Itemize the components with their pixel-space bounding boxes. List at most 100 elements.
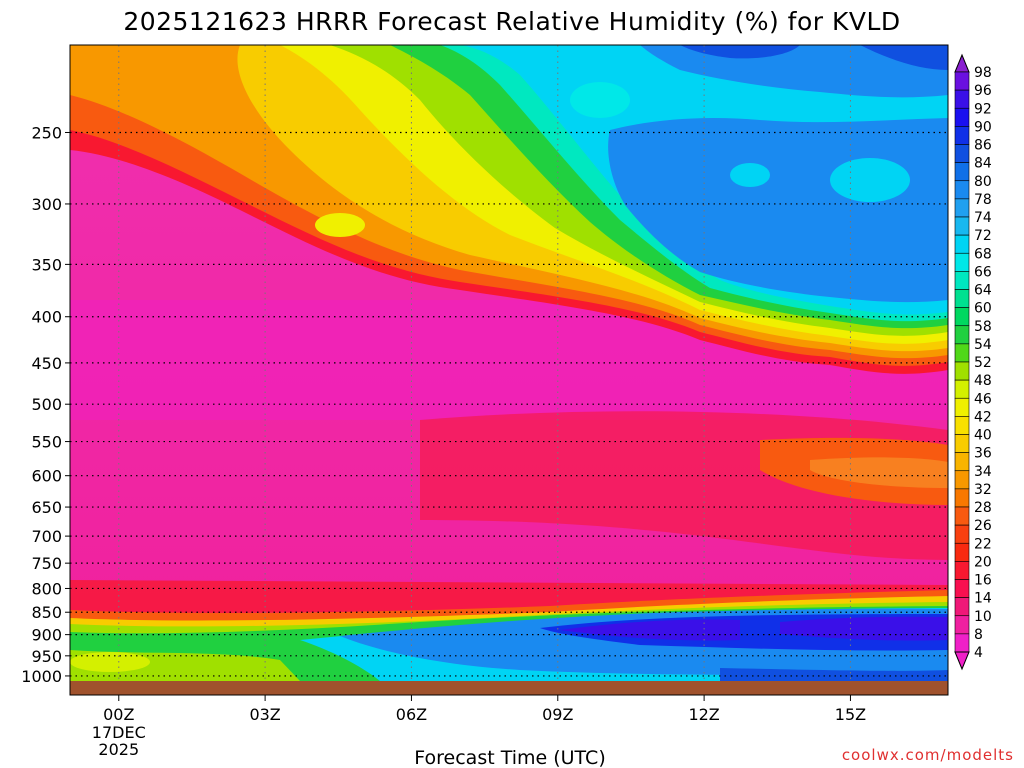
y-tick-label: 600: [31, 467, 62, 486]
chart-title: 2025121623 HRRR Forecast Relative Humidi…: [123, 7, 900, 36]
x-tick-sublabel: 17DEC: [92, 723, 146, 742]
colorbar-swatch: [954, 416, 970, 435]
colorbar-label: 68: [974, 246, 992, 262]
colorbar-swatch: [954, 561, 970, 580]
colorbar-label: 72: [974, 228, 992, 244]
colorbar-swatch: [954, 379, 970, 399]
colorbar-swatch: [954, 452, 970, 472]
colorbar-top-arrow: [954, 53, 970, 73]
colorbar-swatch: [954, 325, 970, 345]
x-tick-label: 03Z: [249, 705, 280, 724]
colorbar-swatch: [954, 107, 970, 127]
colorbar-label: 66: [974, 264, 992, 280]
y-tick-label: 900: [31, 626, 62, 645]
y-tick-label: 300: [31, 195, 62, 214]
ground-fill: [70, 681, 948, 695]
y-tick-label: 350: [31, 255, 62, 274]
y-tick-label: 750: [31, 554, 62, 573]
colorbar-label: 32: [974, 482, 992, 498]
colorbar-label: 52: [974, 355, 992, 371]
colorbar-label: 58: [974, 319, 992, 335]
colorbar-swatch: [954, 615, 970, 635]
y-tick-label: 450: [31, 354, 62, 373]
credit-text: coolwx.com/modelts: [842, 746, 1014, 764]
rh-field: [70, 45, 948, 681]
colorbar-swatch: [954, 271, 970, 290]
colorbar-label: 96: [974, 83, 992, 99]
colorbar-swatch: [954, 542, 970, 562]
colorbar: 9896929086848078747268666460585452484642…: [954, 53, 992, 671]
x-tick-label: 00Z: [103, 705, 134, 724]
colorbar-swatch: [954, 488, 970, 508]
colorbar-swatch: [954, 597, 970, 617]
colorbar-swatch: [954, 126, 970, 145]
colorbar-label: 22: [974, 536, 992, 552]
y-tick-label: 550: [31, 433, 62, 452]
colorbar-label: 20: [974, 554, 992, 570]
x-tick-label: 09Z: [542, 705, 573, 724]
colorbar-label: 16: [974, 573, 992, 589]
colorbar-swatch: [954, 397, 970, 417]
y-tick-label: 850: [31, 603, 62, 622]
colorbar-swatch: [954, 234, 970, 254]
colorbar-label: 92: [974, 101, 992, 117]
colorbar-label: 26: [974, 518, 992, 534]
colorbar-swatch: [954, 216, 970, 236]
colorbar-label: 98: [974, 65, 992, 81]
y-tick-label: 250: [31, 123, 62, 142]
x-tick-label: 12Z: [688, 705, 719, 724]
colorbar-label: 8: [974, 627, 983, 643]
colorbar-swatch: [954, 252, 970, 272]
y-axis-ticks: 250 300 350 400 450 500 550 600 650 700 750 800 850 9…: [21, 123, 70, 686]
y-tick-label: 700: [31, 527, 62, 546]
colorbar-swatch: [954, 343, 970, 363]
y-tick-label: 800: [31, 579, 62, 598]
y-tick-label: 500: [31, 395, 62, 414]
colorbar-swatch: [954, 506, 970, 526]
x-tick-label: 15Z: [835, 705, 866, 724]
colorbar-label: 90: [974, 119, 992, 135]
colorbar-label: 86: [974, 138, 992, 154]
colorbar-swatch: [954, 144, 970, 163]
plot-frame: [69, 44, 949, 696]
colorbar-swatch: [954, 470, 970, 490]
y-tick-label: 400: [31, 308, 62, 327]
colorbar-label: 54: [974, 337, 992, 353]
grid: [70, 45, 948, 681]
y-tick-label: 1000: [21, 667, 62, 686]
colorbar-label: 48: [974, 373, 992, 389]
colorbar-bottom-arrow: [954, 651, 970, 671]
colorbar-swatch: [954, 198, 970, 218]
colorbar-label: 34: [974, 464, 992, 480]
y-tick-label: 650: [31, 498, 62, 517]
colorbar-swatch: [954, 434, 970, 453]
colorbar-swatch: [954, 180, 970, 200]
colorbar-swatch: [954, 524, 970, 544]
colorbar-swatch: [954, 361, 970, 381]
colorbar-label: 64: [974, 283, 992, 299]
colorbar-swatch: [954, 71, 970, 91]
colorbar-label: 46: [974, 391, 992, 407]
x-tick-label: 06Z: [396, 705, 427, 724]
x-tick-sublabel: 2025: [98, 740, 139, 759]
colorbar-label: 42: [974, 409, 992, 425]
colorbar-swatch: [954, 289, 970, 308]
colorbar-label: 80: [974, 174, 992, 190]
colorbar-label: 84: [974, 156, 992, 172]
colorbar-swatch: [954, 89, 970, 109]
colorbar-label: 10: [974, 609, 992, 625]
colorbar-swatch: [954, 633, 970, 653]
y-tick-label: 950: [31, 647, 62, 666]
colorbar-label: 28: [974, 500, 992, 516]
x-axis-label: Forecast Time (UTC): [414, 747, 605, 768]
colorbar-label: 78: [974, 192, 992, 208]
colorbar-label: 40: [974, 428, 992, 444]
colorbar-swatch: [954, 162, 970, 182]
colorbar-swatch: [954, 579, 970, 598]
colorbar-label: 60: [974, 301, 992, 317]
colorbar-label: 4: [974, 645, 983, 661]
colorbar-label: 74: [974, 210, 992, 226]
colorbar-label: 36: [974, 446, 992, 462]
